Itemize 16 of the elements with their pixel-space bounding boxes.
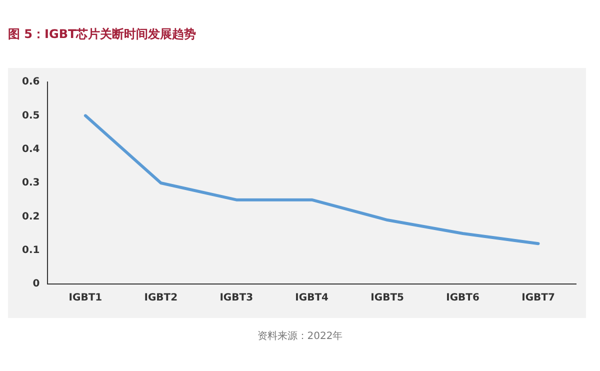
x-tick-label: IGBT5	[370, 292, 404, 304]
y-tick-label: 0.3	[22, 178, 40, 189]
x-tick-label: IGBT3	[220, 292, 254, 304]
y-tick-label: 0.5	[22, 110, 40, 122]
y-tick-label: 0.6	[22, 76, 40, 88]
chart-title: 图 5：IGBT芯片关断时间发展趋势	[8, 26, 196, 43]
y-tick-label: 0.1	[22, 244, 40, 256]
x-tick-label: IGBT7	[522, 292, 555, 304]
x-tick-label: IGBT2	[144, 292, 178, 304]
x-tick-label: IGBT6	[446, 292, 480, 304]
y-tick-label: 0.4	[22, 144, 40, 155]
x-tick-label: IGBT1	[68, 292, 102, 304]
y-tick-label: 0	[32, 278, 40, 290]
x-tick-label: IGBT4	[295, 292, 329, 304]
y-tick-label: 0.2	[22, 211, 40, 222]
text: 资料来源：2022年	[256, 330, 344, 343]
